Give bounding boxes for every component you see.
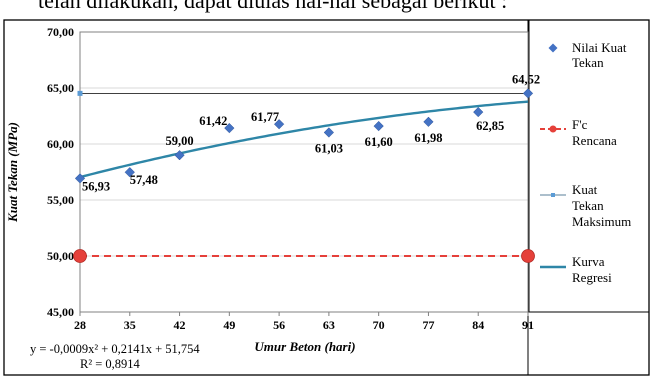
plot-area-border <box>79 31 529 313</box>
x-tick-label: 28 <box>74 318 86 332</box>
legend-label: Tekan <box>572 55 604 70</box>
data-label: 56,93 <box>82 179 110 193</box>
y-tick-label: 50,00 <box>47 249 74 263</box>
max-strength-marker <box>77 90 83 96</box>
x-tick-label: 35 <box>124 318 136 332</box>
legend: Nilai KuatTekanF'cRencanaKuatTekanMaksim… <box>540 40 631 285</box>
legend-label: Maksimum <box>572 214 631 229</box>
legend-label: F'c <box>572 117 588 132</box>
axes-layer: 45,00 50,00 55,00 60,00 65,00 70,00 28 35 42 49 56… <box>47 25 534 332</box>
data-labels-layer: 56,93 57,48 59,00 61,42 61,77 61,03 61,60 61,98… <box>82 72 540 193</box>
data-label: 61,60 <box>365 135 393 149</box>
legend-label: Rencana <box>572 133 617 148</box>
x-tick-label: 84 <box>472 318 484 332</box>
x-tick-label: 56 <box>273 318 285 332</box>
legend-frame <box>528 19 650 313</box>
regression-curve <box>79 100 529 179</box>
series-layer <box>73 88 535 263</box>
x-tick-label: 77 <box>422 318 434 332</box>
x-tick-label: 91 <box>522 318 534 332</box>
data-point <box>373 120 384 132</box>
y-tick-label: 70,00 <box>47 25 74 39</box>
legend-symbol-max-marker <box>551 193 555 197</box>
data-label: 57,48 <box>130 173 158 187</box>
data-point <box>224 122 235 134</box>
fc-design-marker <box>73 249 87 263</box>
x-tick-label: 70 <box>373 318 385 332</box>
grid-layer <box>80 31 528 313</box>
fc-design-marker <box>521 249 535 263</box>
x-axis-label: Umur Beton (hari) <box>254 339 355 354</box>
data-point <box>174 150 185 161</box>
legend-label: Kuat <box>572 182 598 197</box>
data-point <box>423 116 434 127</box>
y-axis-label: Kuat Tekan (MPa) <box>5 122 20 223</box>
data-label: 64,52 <box>512 72 540 86</box>
legend-symbol-points <box>548 43 558 53</box>
y-tick-label: 55,00 <box>47 193 74 207</box>
caption-fragment: telah dilakukan, dapat diulas hal-hal se… <box>38 0 508 13</box>
data-label: 61,03 <box>315 141 343 155</box>
x-tick-label: 63 <box>323 318 335 332</box>
legend-label: Kurva <box>572 254 605 269</box>
regression-equation-line: y = -0,0009x² + 0,2141x + 51,754 <box>30 342 200 356</box>
legend-label: Tekan <box>572 198 604 213</box>
data-point <box>273 119 285 130</box>
data-label: 62,85 <box>476 119 504 133</box>
legend-label: Nilai Kuat <box>572 40 627 55</box>
r-squared-line: R² = 0,8914 <box>80 357 140 371</box>
regression-equation: y = -0,0009x² + 0,2141x + 51,754 R² = 0,… <box>30 342 200 372</box>
y-tick-label: 65,00 <box>47 81 74 95</box>
x-tick-label: 42 <box>174 318 186 332</box>
data-point <box>323 127 335 138</box>
y-tick-label: 45,00 <box>47 305 74 319</box>
data-label: 61,77 <box>251 110 279 124</box>
y-tick-label: 60,00 <box>47 137 74 151</box>
legend-label: Regresi <box>572 270 612 285</box>
data-label: 61,98 <box>414 131 442 145</box>
data-point <box>124 167 135 178</box>
data-label: 59,00 <box>165 134 193 148</box>
data-point <box>522 88 534 99</box>
legend-symbol-target-dot <box>549 125 557 133</box>
data-label: 61,42 <box>199 114 227 128</box>
data-point <box>473 106 484 118</box>
x-tick-label: 49 <box>223 318 235 332</box>
data-point <box>74 173 86 184</box>
